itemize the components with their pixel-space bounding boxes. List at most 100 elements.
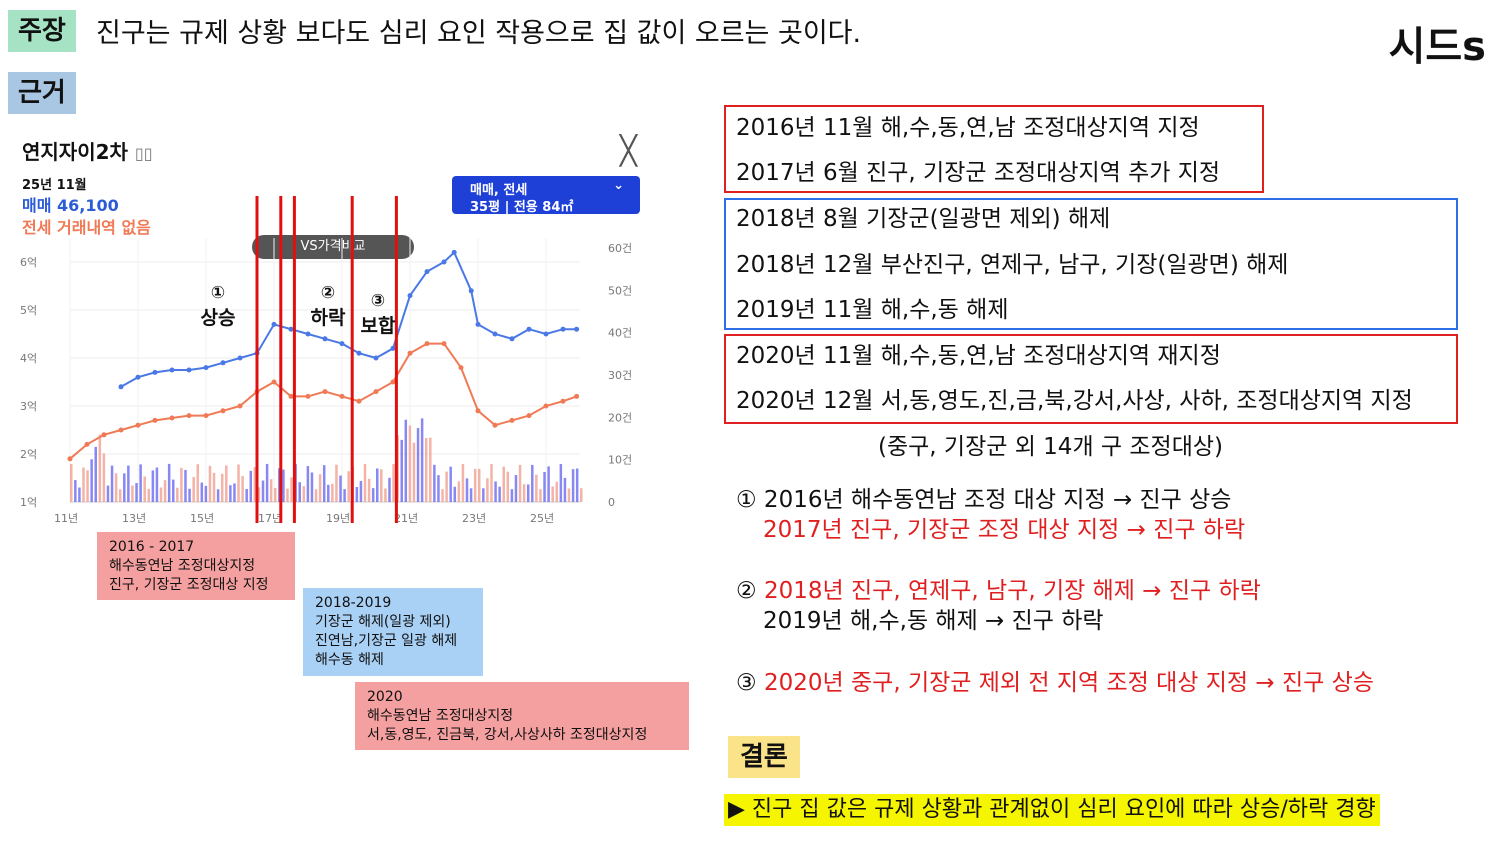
data-point — [237, 355, 243, 361]
volume-bar — [486, 478, 489, 502]
sale-price-label: 매매 46,100 — [22, 196, 119, 215]
volume-bar — [253, 467, 257, 502]
y-right-tick-label: 40건 — [608, 327, 632, 340]
volume-bar — [335, 464, 338, 502]
analysis-2-line1: 2018년 진구, 연제구, 남구, 기장 해제 → 진구 하락 — [764, 578, 1261, 604]
data-point — [492, 422, 498, 428]
volume-bar — [363, 463, 367, 502]
map-icon[interactable]: ▯▯ — [134, 144, 153, 163]
event-line: 2020년 11월 해,수,동,연,남 조정대상지역 재지정 — [736, 343, 1221, 369]
close-icon[interactable]: ╳ — [620, 134, 637, 167]
designation-box-2016-2017 — [724, 105, 1264, 193]
data-point — [407, 350, 413, 356]
volume-bar — [367, 478, 371, 502]
series-line-sale — [120, 250, 577, 388]
data-point — [492, 331, 498, 337]
y-left-tick-label: 4억 — [20, 352, 37, 365]
price-chart: 1억 2억 3억 4억 5억 6억 0 10건 20건 30건 40건 50건 60건 11년 13년 15년… — [20, 196, 632, 525]
note-2018-2019: 2018-2019 기장군 해제(일광 제외) 진연남,기장군 일광 해제 해수… — [303, 588, 483, 676]
volume-bar — [392, 464, 395, 502]
volume-bar — [543, 471, 546, 502]
volume-bar — [539, 489, 542, 502]
volume-bar — [510, 489, 514, 502]
volume-bar — [314, 489, 318, 502]
volume-bar — [473, 468, 477, 502]
y-left-tick-label: 6억 — [20, 256, 37, 269]
data-point — [560, 326, 566, 332]
designation-box-2020 — [724, 334, 1458, 424]
phase-marker-number: ③ — [371, 291, 385, 311]
volume-bar — [82, 467, 85, 502]
data-point — [271, 379, 277, 385]
data-point — [475, 408, 481, 414]
data-point — [67, 456, 73, 462]
data-point — [543, 331, 549, 337]
volume-bar — [322, 465, 326, 502]
volume-bar — [400, 439, 403, 502]
event-line: 2018년 8월 기장군(일광면 제외) 해제 — [736, 206, 1111, 232]
volume-bar — [567, 488, 571, 502]
filter-size: 35평 | 전용 84㎡ — [470, 200, 574, 215]
event-line: 2016년 11월 해,수,동,연,남 조정대상지역 지정 — [736, 115, 1200, 141]
x-tick-label: 19년 — [326, 512, 350, 525]
volume-bar — [449, 466, 452, 502]
data-point — [186, 367, 192, 373]
data-point — [118, 427, 124, 433]
data-point — [356, 350, 362, 356]
data-point — [322, 389, 328, 395]
data-point — [475, 321, 481, 327]
y-right-tick-label: 60건 — [608, 242, 632, 255]
data-point — [424, 341, 430, 347]
volume-bar — [453, 486, 457, 502]
x-tick-label: 23년 — [462, 512, 486, 525]
x-tick-label: 17년 — [258, 512, 282, 525]
data-point — [220, 360, 226, 366]
volume-bar — [343, 489, 346, 502]
volume-bar — [494, 481, 497, 502]
volume-bar — [318, 474, 322, 502]
volume-bar — [580, 488, 583, 502]
data-point — [458, 365, 464, 371]
y-right-tick-label: 0 — [608, 496, 615, 509]
y-left-tick-label: 3억 — [20, 400, 37, 413]
event-line: 2018년 12월 부산진구, 연제구, 남구, 기장(일광면) 해제 — [736, 252, 1289, 278]
data-point — [237, 403, 243, 409]
y-right-tick-label: 50건 — [608, 284, 632, 297]
volume-bar — [445, 471, 448, 502]
volume-bar — [461, 463, 465, 502]
volume-bar — [241, 476, 244, 502]
data-point — [118, 384, 124, 390]
volume-bar — [282, 469, 285, 502]
volume-bar — [257, 487, 261, 502]
data-point — [560, 398, 566, 404]
volume-bar — [441, 489, 444, 502]
volume-bar — [167, 463, 171, 502]
evidence-tag: 근거 — [8, 72, 76, 114]
event-line: 2019년 11월 해,수,동 해제 — [736, 297, 1009, 323]
volume-bar — [216, 489, 220, 502]
volume-bar — [506, 471, 510, 502]
data-point — [390, 379, 396, 385]
vs-compare-button[interactable]: VS가격비교 — [252, 235, 414, 259]
phase-marker-label: 상승 — [201, 307, 236, 329]
volume-bar — [420, 418, 424, 502]
filter-dropdown[interactable]: 매매, 전세 35평 | 전용 84㎡ ⌄ — [452, 176, 640, 215]
phase-marker-number: ② — [321, 283, 335, 303]
volume-bar — [184, 469, 187, 502]
claim-tag: 주장 — [8, 10, 76, 52]
volume-bar — [94, 446, 97, 502]
event-line: 2020년 12월 서,동,영도,진,금,북,강서,사상, 사하, 조정대상지역… — [736, 388, 1413, 414]
data-point — [135, 374, 141, 380]
volume-bar — [114, 473, 118, 502]
data-point — [152, 417, 158, 423]
data-point — [339, 393, 345, 399]
y-right-tick-label: 30건 — [608, 369, 632, 382]
data-point — [305, 331, 311, 337]
note-2020: 2020 해수동연남 조정대상지정 서,동,영도, 진금북, 강서,사상사하 조… — [355, 682, 689, 750]
volume-bar — [575, 468, 579, 502]
volume-bar — [306, 466, 310, 502]
volume-bar — [437, 475, 440, 502]
chart-card: 연지자이2차 ▯▯ ╳ 25년 11월 매매 46,100 전세 거래내역 없음… — [8, 128, 672, 534]
conclusion-text: ▶ 진구 집 값은 규제 상황과 관계없이 심리 요인에 따라 상승/하락 경향 — [724, 794, 1380, 826]
data-point — [407, 293, 413, 299]
